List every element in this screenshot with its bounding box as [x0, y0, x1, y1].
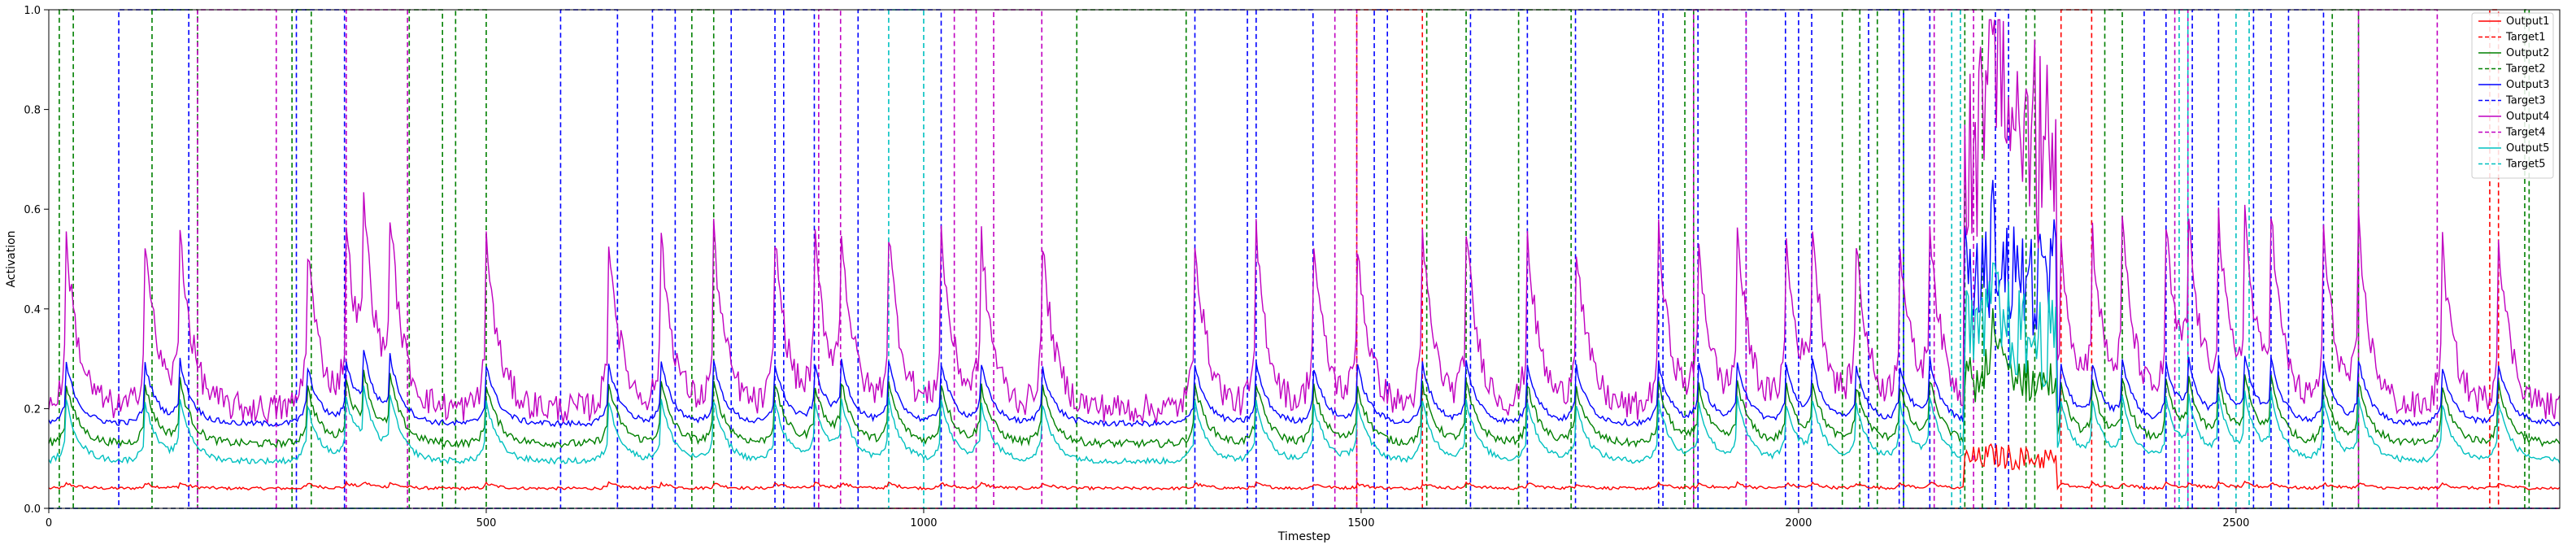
legend-label: Target1 [2505, 32, 2546, 44]
legend-box [2471, 12, 2554, 179]
series-output3 [48, 180, 2561, 428]
output-series-group [48, 19, 2561, 491]
legend-label: Target2 [2505, 63, 2546, 76]
plot-frame [48, 9, 2561, 509]
x-axis: 0 500 1000 1500 2000 2500 [46, 508, 2249, 529]
series-output2 [48, 307, 2561, 449]
y-tick-label: 0.0 [24, 503, 41, 516]
y-axis-label: Activation [5, 230, 18, 287]
y-tick-label: 0.6 [24, 204, 41, 216]
x-axis-label: Timestep [1277, 530, 1331, 543]
legend-label: Output5 [2506, 142, 2549, 155]
legend-label: Target3 [2505, 95, 2546, 107]
x-tick-label: 0 [46, 517, 52, 529]
legend-label: Output4 [2506, 111, 2549, 123]
y-tick-label: 1.0 [24, 5, 41, 17]
series-output4 [48, 19, 2561, 424]
x-tick-label: 500 [476, 517, 497, 529]
y-tick-label: 0.4 [24, 304, 41, 316]
x-tick-label: 2000 [1785, 517, 1812, 529]
x-tick-label: 1000 [910, 517, 937, 529]
legend-label: Output2 [2506, 47, 2549, 59]
x-tick-label: 1500 [1347, 517, 1374, 529]
legend-label: Target4 [2505, 127, 2546, 139]
series-output1 [48, 442, 2561, 491]
legend-label: Target5 [2505, 159, 2546, 171]
y-tick-label: 0.8 [24, 105, 41, 117]
y-tick-label: 0.2 [24, 403, 41, 416]
series-output5 [48, 262, 2561, 465]
legend: Output1 Target1 Output2 Target2 Output3 Targe… [2471, 12, 2554, 179]
y-axis: 0.0 0.2 0.4 0.6 0.8 1.0 [24, 5, 49, 516]
legend-label: Output1 [2506, 15, 2549, 28]
legend-label: Output3 [2506, 79, 2549, 91]
x-tick-label: 2500 [2222, 517, 2249, 529]
